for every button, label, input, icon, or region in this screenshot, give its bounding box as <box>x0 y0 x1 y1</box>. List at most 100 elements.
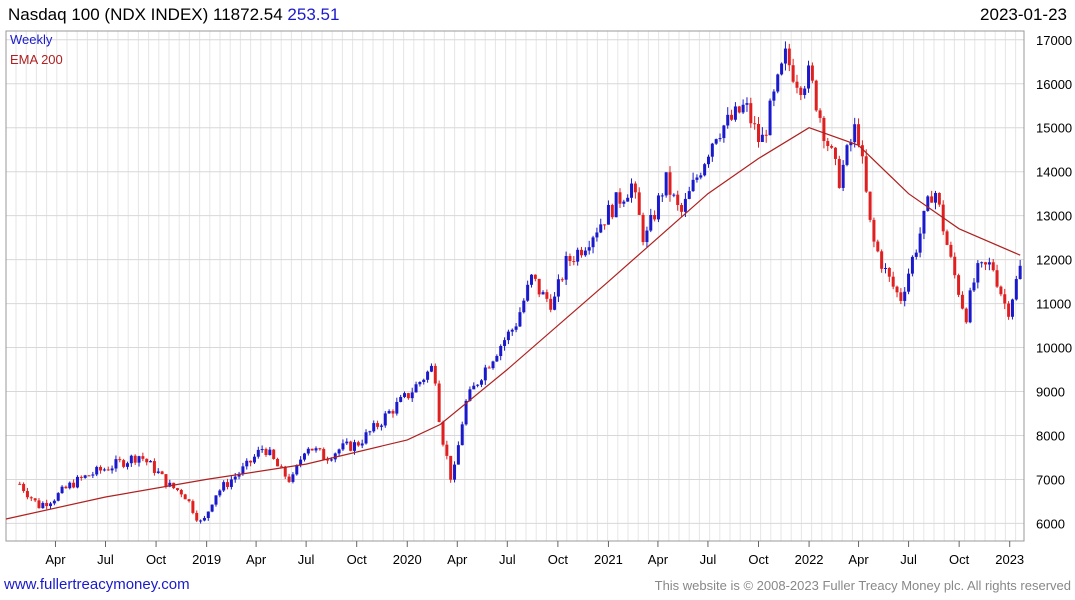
candle-body <box>199 520 203 522</box>
candle-body <box>937 192 941 205</box>
candle-body <box>887 267 891 277</box>
candle-body <box>345 441 349 444</box>
candle-body <box>352 442 356 451</box>
candle-body <box>210 504 214 512</box>
x-tick-label: Apr <box>447 552 468 567</box>
candle-body <box>453 464 457 480</box>
candle-body <box>845 145 849 165</box>
x-tick-label: 2020 <box>393 552 422 567</box>
x-tick-label: Oct <box>146 552 167 567</box>
candle-body <box>506 331 510 341</box>
candle-body <box>495 356 499 362</box>
candle-body <box>1007 303 1011 317</box>
candle-body <box>337 449 341 454</box>
candle-body <box>876 241 880 252</box>
legend-ema: EMA 200 <box>10 52 63 67</box>
y-tick-label: 7000 <box>1036 472 1065 487</box>
candle-body <box>422 379 426 382</box>
candle-body <box>649 214 653 231</box>
candle-body <box>653 214 657 220</box>
candle-body <box>860 145 864 157</box>
candle-body <box>984 262 988 265</box>
candle-body <box>472 385 476 390</box>
candle-body <box>476 384 480 386</box>
candle-body <box>441 421 445 445</box>
candle-body <box>757 123 761 143</box>
candle-body <box>614 192 618 218</box>
y-tick-label: 8000 <box>1036 428 1065 443</box>
candle-body <box>364 432 368 444</box>
candle-body <box>368 431 372 433</box>
candle-body <box>726 114 730 126</box>
candle-body <box>907 273 911 292</box>
candle-body <box>49 503 53 507</box>
candle-body <box>383 413 387 426</box>
candle-body <box>599 224 603 233</box>
candle-body <box>783 48 787 64</box>
candle-body <box>980 262 984 264</box>
candle-body <box>487 367 491 369</box>
candle-body <box>272 449 276 459</box>
candle-body <box>760 134 764 143</box>
candle-body <box>772 91 776 101</box>
x-tick-label: 2019 <box>192 552 221 567</box>
candle-body <box>991 262 995 271</box>
candle-body <box>218 490 222 496</box>
candle-body <box>533 274 537 279</box>
candle-body <box>522 300 526 313</box>
candle-body <box>768 100 772 136</box>
candle-body <box>295 465 299 475</box>
y-tick-label: 14000 <box>1036 165 1072 180</box>
candle-body <box>1018 265 1022 280</box>
candle-body <box>279 466 283 468</box>
candle-body <box>360 443 364 446</box>
site-link[interactable]: www.fullertreacymoney.com <box>4 576 190 593</box>
x-tick-label: Jul <box>298 552 315 567</box>
candle-body <box>249 460 253 463</box>
x-tick-label: Apr <box>848 552 869 567</box>
candle-body <box>329 459 333 461</box>
chart-header: Nasdaq 100 (NDX INDEX) 11872.54 253.51 2… <box>0 0 1075 30</box>
candle-body <box>418 381 422 385</box>
candle-body <box>33 498 37 501</box>
candle-body <box>41 502 45 509</box>
candle-body <box>745 103 749 105</box>
candle-body <box>160 471 164 475</box>
candle-body <box>822 117 826 142</box>
candle-body <box>191 501 195 513</box>
candle-body <box>56 493 60 501</box>
candle-body <box>934 192 938 203</box>
x-tick-label: 2022 <box>795 552 824 567</box>
candle-body <box>968 290 972 323</box>
candle-body <box>18 483 22 485</box>
candle-body <box>780 63 784 75</box>
candle-body <box>795 81 799 88</box>
candle-body <box>960 294 964 309</box>
candle-body <box>129 455 133 464</box>
candle-body <box>260 449 264 451</box>
candle-body <box>399 396 403 402</box>
candle-body <box>264 449 268 455</box>
candle-body <box>479 380 483 385</box>
candle-body <box>118 459 122 461</box>
candle-body <box>341 443 345 450</box>
candle-body <box>753 123 757 125</box>
candle-body <box>283 466 287 477</box>
candle-body <box>403 393 407 397</box>
candle-body <box>333 453 337 460</box>
candle-body <box>499 345 503 357</box>
candle-body <box>818 110 822 118</box>
candle-body <box>406 393 410 399</box>
candle-body <box>633 183 637 193</box>
candle-body <box>214 495 218 505</box>
candle-body <box>899 292 903 301</box>
candle-body <box>868 191 872 220</box>
candle-body <box>591 237 595 248</box>
x-tick-label: Jul <box>499 552 516 567</box>
candle-body <box>237 473 241 477</box>
y-tick-label: 17000 <box>1036 33 1072 48</box>
candle-body <box>410 392 414 399</box>
y-tick-label: 13000 <box>1036 209 1072 224</box>
candle-body <box>680 205 684 212</box>
candle-body <box>149 461 153 463</box>
